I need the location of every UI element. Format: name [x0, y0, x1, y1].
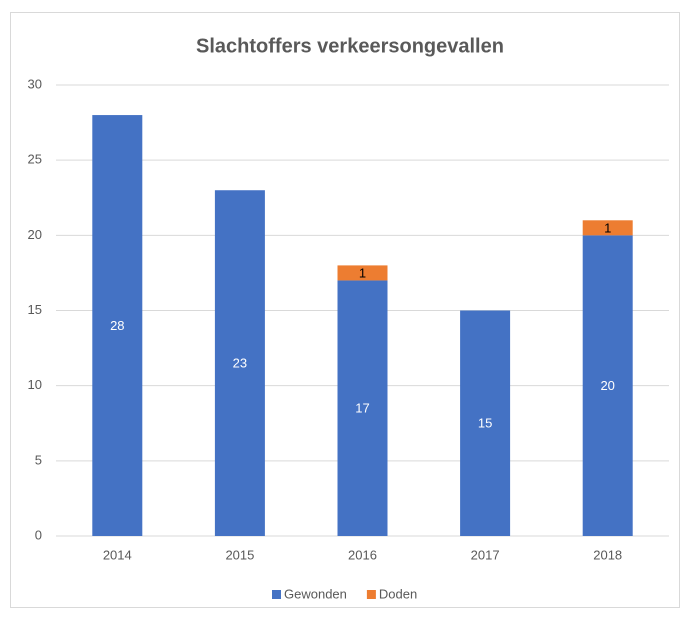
data-label: 1	[604, 220, 611, 235]
data-label: 20	[600, 378, 614, 393]
data-label: 23	[233, 356, 247, 371]
bar-segment	[582, 220, 633, 236]
y-tick-label: 30	[28, 76, 42, 91]
x-tick-label: 2017	[471, 547, 500, 562]
y-tick-label: 20	[28, 227, 42, 242]
x-tick-label: 2014	[103, 547, 132, 562]
bar-segment	[214, 190, 265, 536]
legend-label: Doden	[379, 586, 417, 601]
x-tick-label: 2018	[593, 547, 622, 562]
data-label: 28	[110, 318, 124, 333]
data-label: 15	[478, 416, 492, 431]
data-label: 1	[359, 265, 366, 280]
bar-segment	[92, 115, 143, 537]
legend-swatch	[366, 590, 376, 599]
y-tick-label: 0	[35, 527, 42, 542]
y-tick-label: 15	[28, 302, 42, 317]
y-tick-label: 5	[35, 452, 42, 467]
y-tick-label: 10	[28, 377, 42, 392]
bar-segment	[460, 310, 511, 536]
chart-title: Slachtoffers verkeersongevallen	[196, 35, 504, 57]
x-tick-label: 2016	[348, 547, 377, 562]
data-label: 17	[355, 401, 369, 416]
legend-label: Gewonden	[284, 586, 347, 601]
y-tick-label: 25	[28, 152, 42, 167]
bar-segment	[337, 280, 388, 536]
legend-swatch	[272, 590, 281, 599]
x-tick-label: 2015	[225, 547, 254, 562]
bar-segment	[582, 235, 633, 537]
bar-segment	[337, 265, 388, 281]
